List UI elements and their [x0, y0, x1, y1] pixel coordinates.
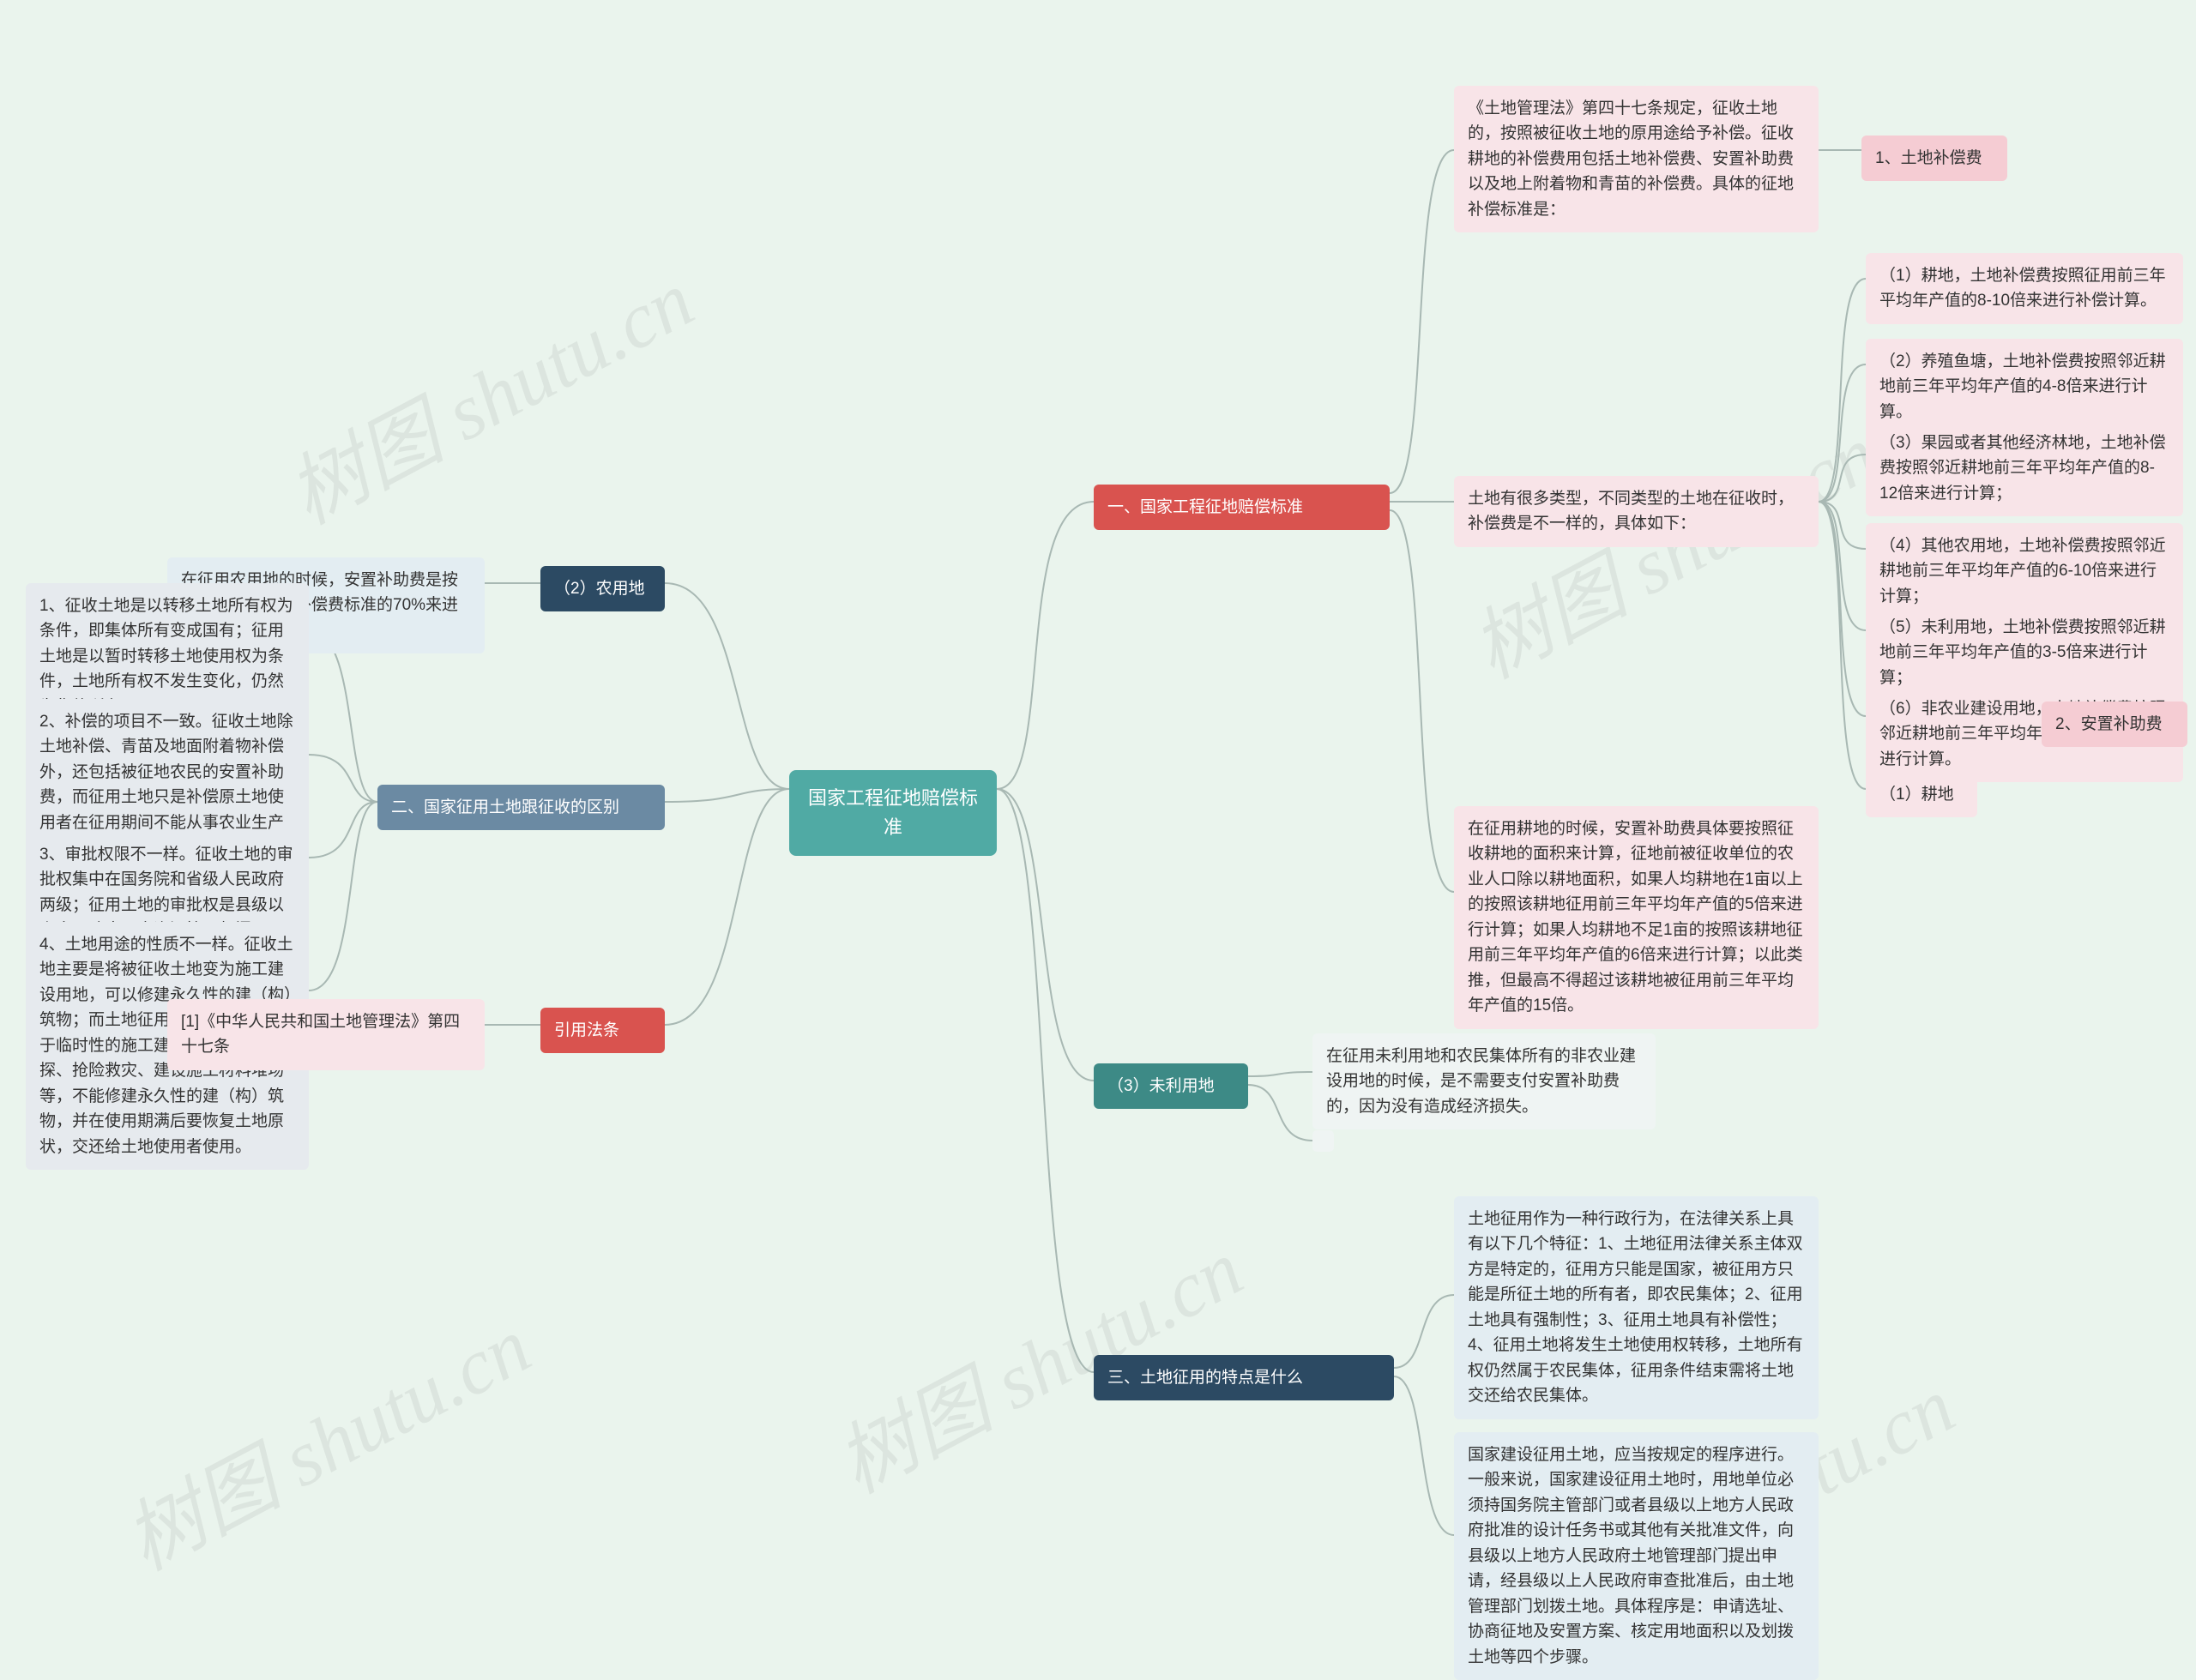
connector-layer	[0, 0, 2196, 1668]
fee1-label: 1、土地补偿费	[1861, 135, 2007, 181]
section3-p1: 土地征用作为一种行政行为，在法律关系上具有以下几个特征：1、土地征用法律关系主体…	[1454, 1196, 1819, 1419]
root-node[interactable]: 国家工程征地赔偿标准	[789, 770, 997, 856]
unused-desc: 在征用未利用地和农民集体所有的非农业建设用地的时候，是不需要支付安置补助费的，因…	[1312, 1033, 1656, 1129]
section2-title[interactable]: 二、国家征用土地跟征收的区别	[377, 785, 665, 830]
unused-title[interactable]: （3）未利用地	[1094, 1063, 1248, 1109]
cite-ref: [1]《中华人民共和国土地管理法》第四十七条	[167, 999, 485, 1070]
resettle-text: 在征用耕地的时候，安置补助费具体要按照征收耕地的面积来计算，征地前被征收单位的农…	[1454, 806, 1819, 1029]
law-text: 《土地管理法》第四十七条规定，征收土地的，按照被征收土地的原用途给予补偿。征收耕…	[1454, 86, 1819, 232]
section1-title[interactable]: 一、国家工程征地赔偿标准	[1094, 485, 1390, 530]
types-intro: 土地有很多类型，不同类型的土地在征收时，补偿费是不一样的，具体如下：	[1454, 476, 1819, 547]
type-7: （1）耕地	[1866, 772, 1977, 817]
cite-title[interactable]: 引用法条	[540, 1008, 665, 1053]
watermark: 树图 shutu.cn	[265, 238, 709, 546]
section3-title[interactable]: 三、土地征用的特点是什么	[1094, 1355, 1394, 1400]
farm-title[interactable]: （2）农用地	[540, 566, 665, 611]
unused-empty	[1312, 1130, 1334, 1152]
type-1: （1）耕地，土地补偿费按照征用前三年平均年产值的8-10倍来进行补偿计算。	[1866, 253, 2183, 324]
watermark: 树图 shutu.cn	[102, 1284, 546, 1593]
section3-p2: 国家建设征用土地，应当按规定的程序进行。一般来说，国家建设征用土地时，用地单位必…	[1454, 1432, 1819, 1680]
fee2-label-real: 2、安置补助费	[2042, 702, 2187, 747]
type-3: （3）果园或者其他经济林地，土地补偿费按照邻近耕地前三年平均年产值的8-12倍来…	[1866, 420, 2183, 516]
